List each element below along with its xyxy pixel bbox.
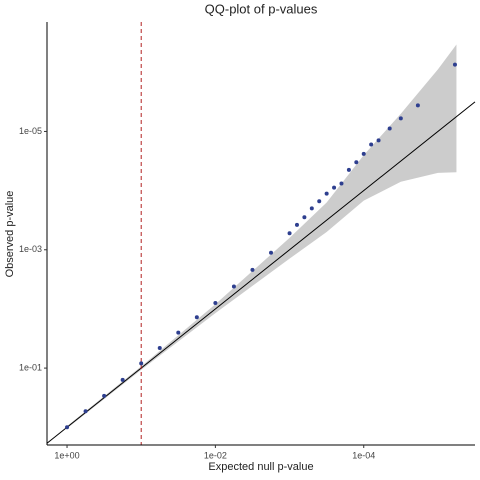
point [398, 116, 403, 121]
point [376, 138, 381, 143]
point [231, 284, 236, 289]
point [176, 330, 181, 335]
point [102, 393, 107, 398]
point [120, 377, 125, 382]
x-tick-label: 1e-02 [204, 450, 227, 460]
point [317, 199, 322, 204]
y-tick-label: 1e-05 [19, 126, 42, 136]
reference-line [46, 101, 476, 444]
y-axis-label: Observed p-value [4, 191, 16, 278]
point [324, 191, 329, 196]
point [415, 103, 420, 108]
x-tick-label: 1e+00 [54, 450, 79, 460]
chart-title: QQ-plot of p-values [205, 1, 318, 16]
point [65, 425, 70, 430]
point [361, 151, 366, 156]
point [83, 409, 88, 414]
point [452, 62, 457, 67]
point [194, 315, 199, 320]
y-tick-label: 1e-03 [19, 244, 42, 254]
y-tick-label: 1e-01 [19, 362, 42, 372]
confidence-band [67, 44, 457, 429]
point [287, 231, 292, 236]
point [250, 267, 255, 272]
point [302, 215, 307, 220]
point [294, 222, 299, 227]
point [269, 250, 274, 255]
point [309, 206, 314, 211]
point [354, 160, 359, 165]
x-axis-label: Expected null p-value [208, 461, 313, 473]
point [332, 185, 337, 190]
point [139, 361, 144, 366]
point [157, 345, 162, 350]
point [339, 181, 344, 186]
point [213, 301, 218, 306]
point [387, 126, 392, 131]
x-tick-label: 1e-04 [352, 450, 375, 460]
point [346, 167, 351, 172]
point [369, 142, 374, 147]
